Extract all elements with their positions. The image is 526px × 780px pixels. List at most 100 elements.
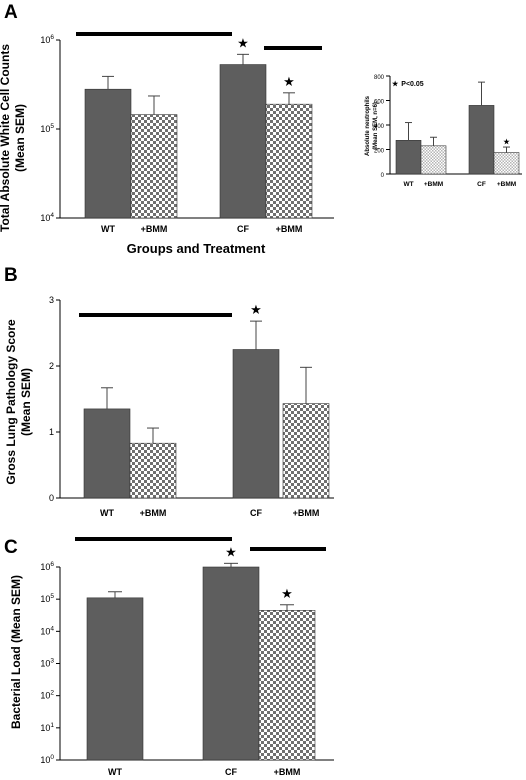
panel-a: A Total Absolute White Cell Counts (Mean… bbox=[0, 2, 522, 256]
significance-star: ★ bbox=[283, 74, 295, 89]
y-tick-exponent: 4 bbox=[50, 625, 54, 632]
bar bbox=[265, 103, 313, 219]
significance-star: ★ bbox=[250, 302, 262, 317]
panel-c-ylabel: Bacterial Load (Mean SEM) bbox=[9, 575, 23, 729]
y-tick-exponent: 3 bbox=[50, 658, 54, 665]
significance-star: ★ bbox=[503, 138, 510, 146]
inset-ylabel-line1: Absolute neutrophils bbox=[365, 95, 371, 156]
y-tick-label: 102 bbox=[40, 690, 54, 701]
category-label: CF bbox=[237, 224, 249, 234]
y-tick-label: 100 bbox=[40, 754, 54, 765]
y-tick-base: 10 bbox=[40, 213, 50, 223]
y-tick-label: 200 bbox=[374, 149, 385, 155]
category-label: WT bbox=[101, 224, 115, 234]
y-tick-exponent: 6 bbox=[50, 34, 54, 41]
bar bbox=[84, 88, 132, 219]
panel-a-ylabel-line1: Total Absolute White Cell Counts bbox=[0, 44, 12, 232]
panel-a-xlabel: Groups and Treatment bbox=[127, 241, 266, 256]
category-label: WT bbox=[108, 767, 122, 777]
y-tick-label: 101 bbox=[40, 722, 54, 733]
bar bbox=[232, 349, 280, 499]
category-label: +BMM bbox=[424, 181, 443, 188]
y-tick-base: 10 bbox=[40, 723, 50, 733]
y-tick-label: 0 bbox=[381, 173, 385, 179]
y-tick-base: 10 bbox=[40, 124, 50, 134]
y-tick-label: 103 bbox=[40, 658, 54, 669]
y-tick-base: 10 bbox=[40, 562, 50, 572]
panel-a-inset-plot: 0 200 400 600 800 WT +BMM CF +BMM ★ bbox=[374, 75, 522, 188]
category-label: +BMM bbox=[276, 224, 303, 234]
bar bbox=[420, 145, 447, 175]
bar bbox=[202, 566, 260, 761]
panel-b-plot: 0 1 2 3 WT +BMM CF ★ +BMM bbox=[49, 295, 334, 518]
y-tick-label: 1 bbox=[49, 427, 54, 437]
category-label: +BMM bbox=[293, 508, 320, 518]
bar bbox=[282, 403, 330, 499]
panel-c-ylabel-line1: Bacterial Load (Mean SEM) bbox=[9, 575, 23, 729]
inset-note: ★ P<0.05 bbox=[392, 80, 424, 88]
y-tick-exponent: 2 bbox=[50, 690, 54, 697]
category-label: CF bbox=[225, 767, 237, 777]
y-tick-label: 0 bbox=[49, 493, 54, 503]
panel-b-letter: B bbox=[4, 265, 18, 286]
category-label: CF bbox=[250, 508, 262, 518]
panel-a-inset-ylabel: Absolute neutrophils (Mean SEM, n=6) bbox=[365, 95, 379, 156]
y-tick-label: 105 bbox=[40, 593, 54, 604]
panel-a-significance-lines bbox=[76, 32, 322, 50]
significance-star: ★ bbox=[237, 35, 249, 50]
y-tick-base: 10 bbox=[40, 594, 50, 604]
y-tick-label: 3 bbox=[49, 295, 54, 305]
panel-a-letter: A bbox=[4, 2, 18, 23]
bar bbox=[395, 140, 422, 175]
y-tick-exponent: 1 bbox=[50, 722, 54, 729]
significance-star: ★ bbox=[225, 544, 237, 559]
inset-note-text: P<0.05 bbox=[401, 81, 423, 88]
bar bbox=[219, 64, 267, 219]
y-tick-exponent: 4 bbox=[50, 212, 54, 219]
panel-c: C Bacterial Load (Mean SEM) 100101102103… bbox=[4, 537, 334, 777]
category-label: +BMM bbox=[141, 224, 168, 234]
y-tick-base: 10 bbox=[40, 626, 50, 636]
panel-a-ylabel: Total Absolute White Cell Counts (Mean S… bbox=[0, 44, 27, 232]
panel-b: B Gross Lung Pathology Score (Mean SEM) … bbox=[4, 265, 334, 518]
bar bbox=[258, 610, 316, 761]
panel-c-significance-lines bbox=[75, 537, 326, 551]
y-tick-base: 10 bbox=[40, 659, 50, 669]
category-label: CF bbox=[477, 181, 486, 188]
bar bbox=[86, 597, 144, 761]
y-tick-exponent: 0 bbox=[50, 754, 54, 761]
inset-ylabel-line2: (Mean SEM, n=6) bbox=[373, 102, 379, 150]
y-tick-label: 600 bbox=[374, 100, 385, 106]
category-label: +BMM bbox=[274, 767, 301, 777]
y-tick-label: 106 bbox=[40, 34, 54, 45]
y-tick-label: 400 bbox=[374, 124, 385, 130]
category-label: +BMM bbox=[140, 508, 167, 518]
y-tick-label: 800 bbox=[374, 75, 385, 81]
panel-b-ylabel: Gross Lung Pathology Score (Mean SEM) bbox=[4, 319, 33, 485]
bar bbox=[83, 408, 131, 499]
bar bbox=[130, 114, 178, 219]
panel-b-ylabel-line2: (Mean SEM) bbox=[19, 368, 33, 436]
panel-c-letter: C bbox=[4, 537, 18, 558]
y-tick-label: 2 bbox=[49, 361, 54, 371]
y-tick-base: 10 bbox=[40, 35, 50, 45]
y-tick-label: 105 bbox=[40, 123, 54, 134]
y-tick-base: 10 bbox=[40, 755, 50, 765]
y-tick-exponent: 5 bbox=[50, 593, 54, 600]
y-tick-label: 104 bbox=[40, 212, 54, 223]
category-label: WT bbox=[403, 181, 413, 188]
y-tick-exponent: 5 bbox=[50, 123, 54, 130]
panel-a-inset: Absolute neutrophils (Mean SEM, n=6) ★ P<… bbox=[365, 75, 522, 188]
panel-b-ylabel-line1: Gross Lung Pathology Score bbox=[4, 319, 18, 485]
y-tick-label: 104 bbox=[40, 625, 54, 636]
panel-a-ylabel-line2: (Mean SEM) bbox=[13, 104, 27, 172]
bar bbox=[129, 442, 177, 499]
inset-note-star: ★ bbox=[392, 80, 399, 88]
significance-star: ★ bbox=[281, 586, 293, 601]
y-tick-label: 106 bbox=[40, 561, 54, 572]
y-tick-exponent: 6 bbox=[50, 561, 54, 568]
bar bbox=[493, 152, 520, 175]
